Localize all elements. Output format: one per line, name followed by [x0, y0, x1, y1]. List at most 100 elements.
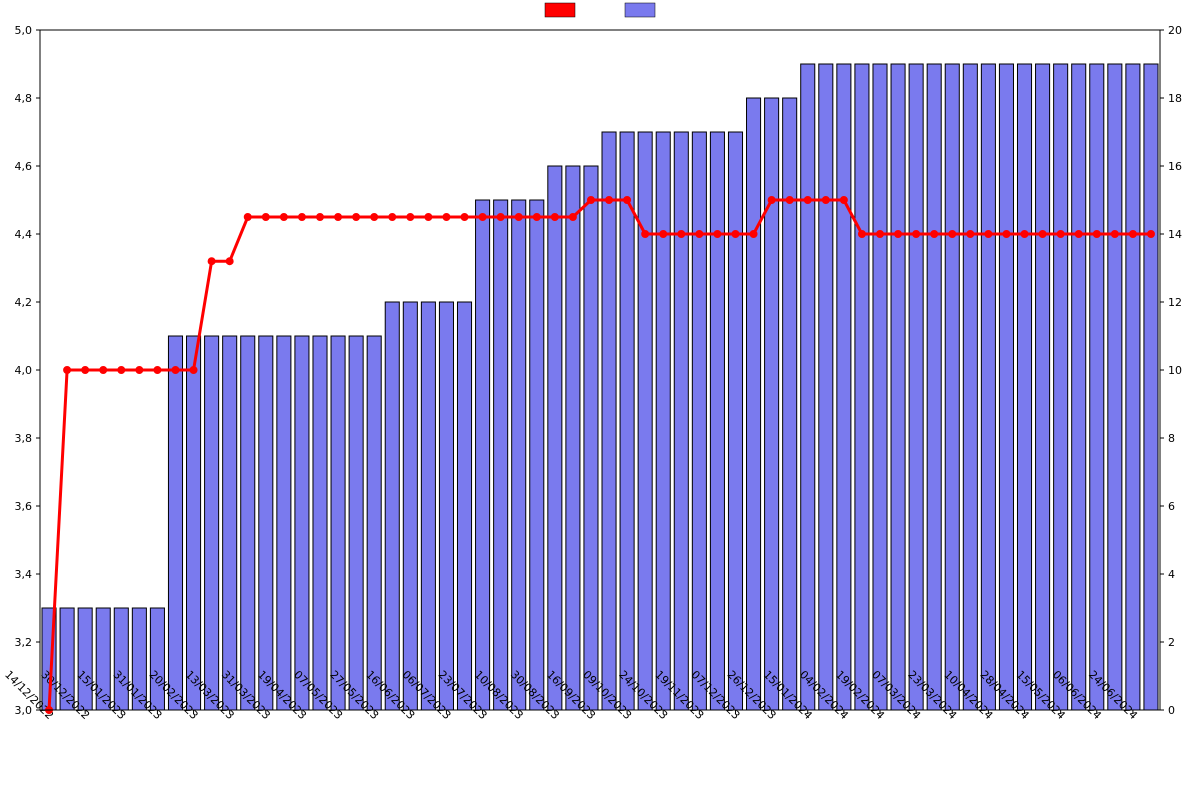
y-left-tick-label: 3,8: [15, 432, 33, 445]
y-right-tick-label: 12: [1168, 296, 1182, 309]
line-marker: [515, 214, 522, 221]
line-marker: [118, 367, 125, 374]
bar: [728, 132, 742, 710]
bar: [530, 200, 544, 710]
line-marker: [678, 231, 685, 238]
bar: [385, 302, 399, 710]
line-marker: [750, 231, 757, 238]
line-marker: [298, 214, 305, 221]
line-marker: [371, 214, 378, 221]
line-marker: [317, 214, 324, 221]
line-marker: [172, 367, 179, 374]
line-marker: [569, 214, 576, 221]
bar: [548, 166, 562, 710]
bar: [1144, 64, 1158, 710]
line-marker: [642, 231, 649, 238]
line-marker: [1075, 231, 1082, 238]
y-left-tick-label: 3,4: [15, 568, 33, 581]
line-marker: [822, 197, 829, 204]
y-right-tick-label: 6: [1168, 500, 1175, 513]
bar: [963, 64, 977, 710]
line-marker: [913, 231, 920, 238]
line-marker: [353, 214, 360, 221]
line-marker: [262, 214, 269, 221]
line-marker: [1147, 231, 1154, 238]
bar: [1054, 64, 1068, 710]
line-marker: [208, 258, 215, 265]
bar: [945, 64, 959, 710]
bar: [1108, 64, 1122, 710]
bar: [656, 132, 670, 710]
y-left-tick-label: 5,0: [15, 24, 33, 37]
line-marker: [1021, 231, 1028, 238]
line-marker: [949, 231, 956, 238]
line-marker: [551, 214, 558, 221]
bar: [403, 302, 417, 710]
line-marker: [931, 231, 938, 238]
y-left-tick-label: 3,0: [15, 704, 33, 717]
y-right-tick-label: 18: [1168, 92, 1182, 105]
bar: [494, 200, 508, 710]
bar: [457, 302, 471, 710]
line-marker: [479, 214, 486, 221]
bar: [1017, 64, 1031, 710]
line-marker: [985, 231, 992, 238]
bar: [873, 64, 887, 710]
bar: [295, 336, 309, 710]
bar: [710, 132, 724, 710]
line-marker: [804, 197, 811, 204]
bar: [259, 336, 273, 710]
bar: [367, 336, 381, 710]
line-marker: [1003, 231, 1010, 238]
line-marker: [100, 367, 107, 374]
y-right-tick-label: 16: [1168, 160, 1182, 173]
line-marker: [786, 197, 793, 204]
bar: [674, 132, 688, 710]
bar: [277, 336, 291, 710]
bar: [223, 336, 237, 710]
bar: [891, 64, 905, 710]
line-marker: [877, 231, 884, 238]
bar: [692, 132, 706, 710]
bar: [747, 98, 761, 710]
line-marker: [244, 214, 251, 221]
line-marker: [1057, 231, 1064, 238]
bar: [855, 64, 869, 710]
bar: [981, 64, 995, 710]
bar: [819, 64, 833, 710]
line-marker: [154, 367, 161, 374]
bar: [1126, 64, 1140, 710]
bar: [168, 336, 182, 710]
bar: [313, 336, 327, 710]
line-marker: [858, 231, 865, 238]
line-marker: [443, 214, 450, 221]
y-right-tick-label: 8: [1168, 432, 1175, 445]
y-left-tick-label: 3,2: [15, 636, 33, 649]
line-marker: [226, 258, 233, 265]
line-marker: [732, 231, 739, 238]
line-marker: [190, 367, 197, 374]
line-marker: [64, 367, 71, 374]
y-right-tick-label: 0: [1168, 704, 1175, 717]
line-marker: [606, 197, 613, 204]
line-marker: [696, 231, 703, 238]
y-right-tick-label: 4: [1168, 568, 1175, 581]
line-marker: [461, 214, 468, 221]
bar: [620, 132, 634, 710]
y-left-tick-label: 4,2: [15, 296, 33, 309]
legend-swatch-blue: [625, 3, 655, 17]
bar: [783, 98, 797, 710]
line-marker: [280, 214, 287, 221]
line-marker: [624, 197, 631, 204]
y-left-tick-label: 4,6: [15, 160, 33, 173]
line-marker: [136, 367, 143, 374]
bar: [187, 336, 201, 710]
y-right-tick-label: 20: [1168, 24, 1182, 37]
bar: [476, 200, 490, 710]
timeseries-combo-chart: 3,03,23,43,63,84,04,24,44,64,85,00246810…: [0, 0, 1200, 800]
y-left-tick-label: 3,6: [15, 500, 33, 513]
bar: [638, 132, 652, 710]
bar: [837, 64, 851, 710]
bar: [909, 64, 923, 710]
bar: [1072, 64, 1086, 710]
